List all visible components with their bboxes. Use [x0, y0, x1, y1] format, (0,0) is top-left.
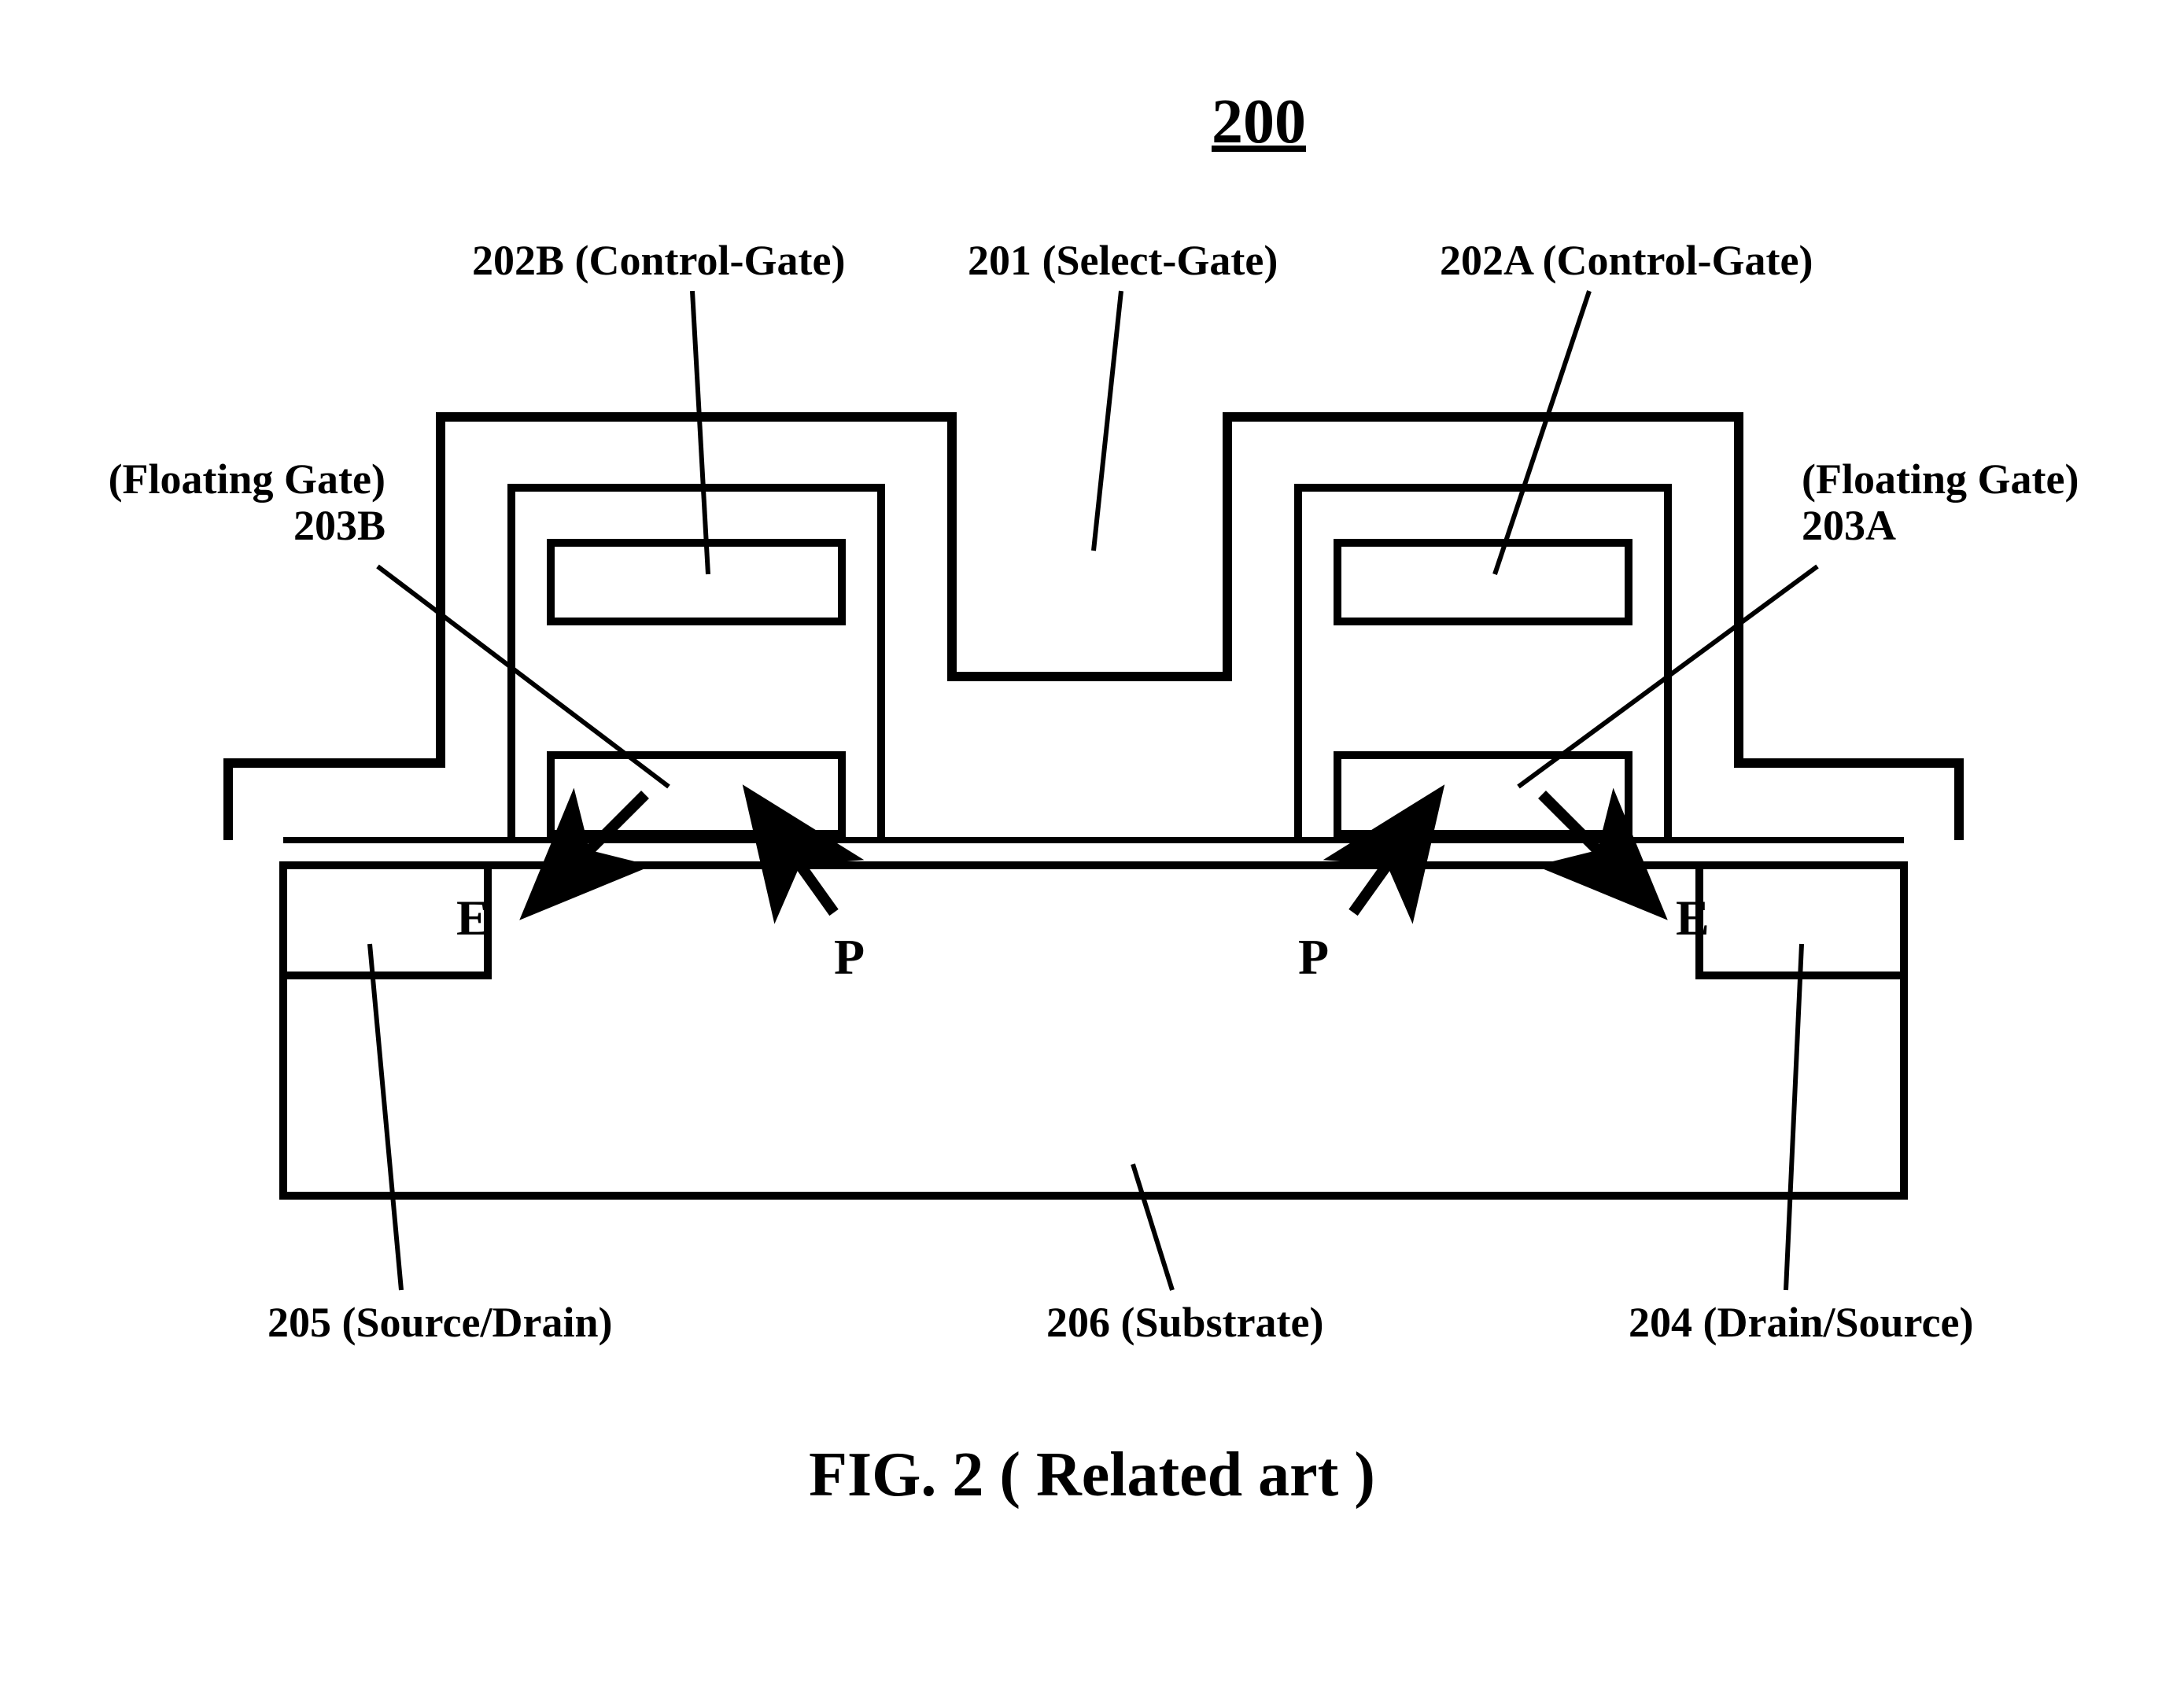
label-source-drain: 205 (Source/Drain) — [267, 1298, 612, 1347]
fg-b-line2: 203B — [293, 502, 386, 549]
select-gate-outline — [228, 417, 1959, 840]
figure-number: 200 — [1212, 87, 1306, 158]
label-drain-source: 204 (Drain/Source) — [1629, 1298, 1973, 1347]
label-floating-gate-b: (Floating Gate) 203B — [102, 456, 386, 550]
floating-gate-a — [1337, 755, 1629, 834]
fg-b-line1: (Floating Gate) — [109, 455, 386, 503]
figure-canvas: 200 201 (Select-Gate) 202B (Control-Gate… — [0, 0, 2184, 1696]
leader-select-gate — [1094, 291, 1121, 551]
fg-a-line2: 203A — [1802, 502, 1896, 549]
label-control-gate-b: 202B (Control-Gate) — [472, 236, 845, 285]
label-select-gate: 201 (Select-Gate) — [968, 236, 1278, 285]
arrow-p-right — [1353, 802, 1432, 913]
leader-substrate — [1133, 1164, 1172, 1290]
letter-p-left: P — [834, 928, 865, 986]
leader-fg-b — [378, 566, 669, 787]
figure-caption: FIG. 2 ( Related art ) — [0, 1440, 2184, 1511]
leader-drain-source — [1786, 944, 1802, 1290]
letter-e-left: E — [456, 889, 490, 947]
letter-e-right: E — [1676, 889, 1710, 947]
control-gate-a — [1337, 543, 1629, 621]
label-floating-gate-a: (Floating Gate) 203A — [1802, 456, 2101, 550]
control-gate-b — [551, 543, 842, 621]
leader-cg-b — [692, 291, 708, 574]
leader-cg-a — [1495, 291, 1589, 574]
label-control-gate-a: 202A (Control-Gate) — [1440, 236, 1813, 285]
fg-a-line1: (Floating Gate) — [1802, 455, 2079, 503]
leader-source-drain — [370, 944, 401, 1290]
substrate-rect — [283, 865, 1904, 1196]
floating-gate-b — [551, 755, 842, 834]
letter-p-right: P — [1298, 928, 1329, 986]
arrow-p-left — [755, 802, 834, 913]
arrow-e-right — [1542, 795, 1652, 905]
label-substrate: 206 (Substrate) — [1046, 1298, 1323, 1347]
